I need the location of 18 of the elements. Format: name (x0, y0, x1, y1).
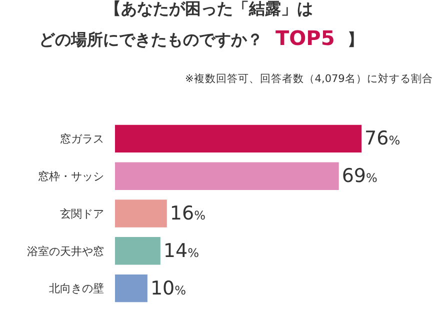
bar (115, 274, 148, 302)
data-label: 76% (364, 128, 400, 150)
chart-subtitle: どの場所にできたものですか？ TOP5 】 (39, 26, 364, 50)
chart-title: 【あなたが困った「結露」は (105, 0, 313, 18)
y-tick-label: 北向きの壁 (49, 282, 104, 296)
text: ※複数回答可、回答者数（4,079名）に対する割合 (185, 72, 433, 85)
data-label: 10% (150, 277, 186, 300)
data-label: 69% (342, 165, 378, 188)
y-tick-label: 浴室の天井や窓 (27, 244, 104, 258)
data-label: 14% (163, 240, 200, 262)
bar (115, 200, 167, 228)
y-tick-label: 玄関ドア (60, 207, 104, 220)
bar (115, 124, 362, 153)
data-label: 16% (170, 202, 206, 224)
y-tick-label: 窓ガラス (60, 132, 104, 146)
y-tick-label: 窓枠・サッシ (38, 170, 104, 183)
bar (115, 162, 339, 190)
bar (115, 237, 160, 265)
